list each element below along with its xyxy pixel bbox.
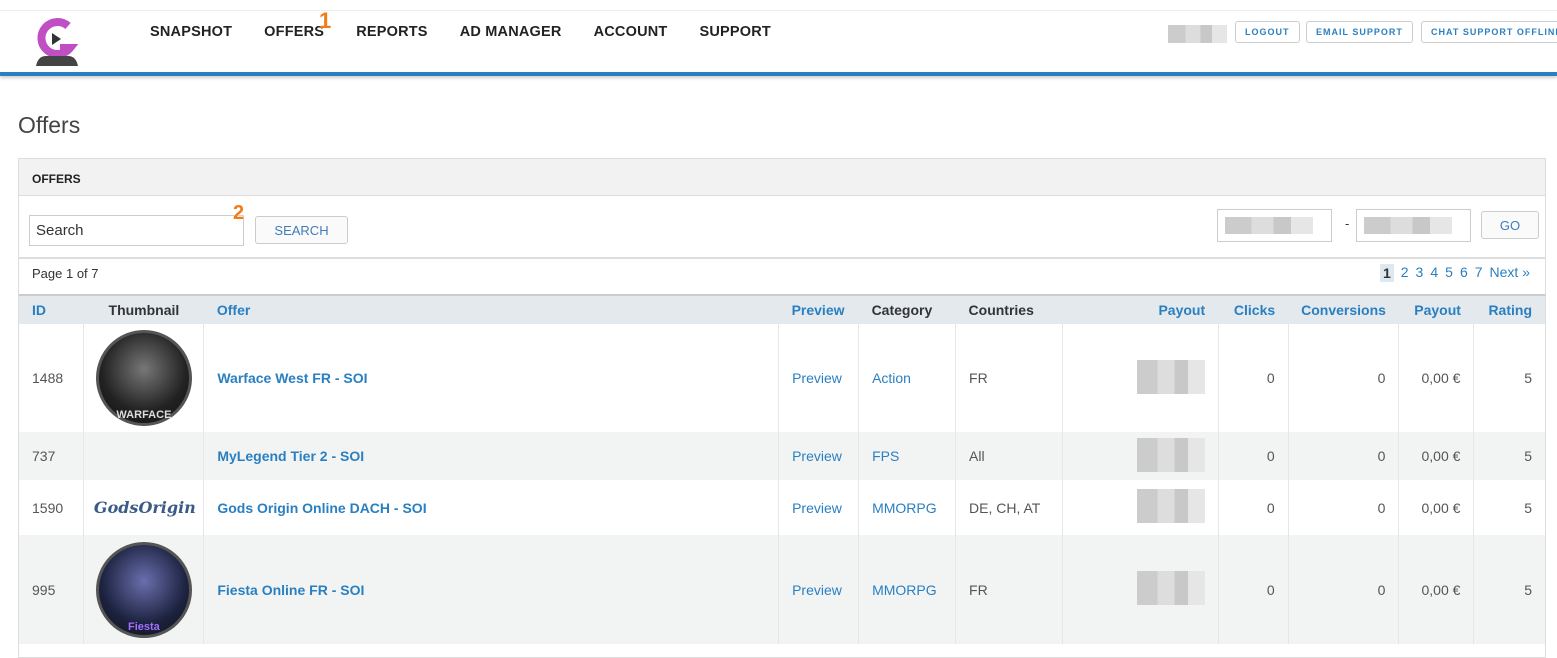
- payout: 0,00 €: [1398, 432, 1475, 480]
- countries: DE, CH, AT: [955, 480, 1063, 535]
- search-input[interactable]: [29, 215, 244, 246]
- category-link[interactable]: MMORPG: [872, 499, 937, 516]
- payout: 0,00 €: [1398, 535, 1475, 644]
- nav-account[interactable]: ACCOUNT: [593, 24, 668, 40]
- rating: 5: [1524, 499, 1532, 516]
- offer-thumbnail: Fiesta: [95, 541, 192, 638]
- page-link-6[interactable]: 6: [1459, 264, 1468, 280]
- nav-reports[interactable]: REPORTS: [356, 24, 428, 40]
- nav-ad-manager[interactable]: AD MANAGER: [459, 24, 562, 40]
- category-link[interactable]: MMORPG: [872, 581, 937, 598]
- username-redacted: [1168, 25, 1227, 43]
- conversions: 0: [1288, 432, 1400, 480]
- table-row: 995 Fiesta Fiesta Online FR - SOI Previe…: [19, 535, 1545, 644]
- column-header-clicks[interactable]: Clicks: [1218, 296, 1289, 324]
- payout-redacted: [1136, 571, 1205, 605]
- preview-link[interactable]: Preview: [792, 499, 842, 516]
- payout-redacted: [1136, 489, 1205, 523]
- offer-link[interactable]: Fiesta Online FR - SOI: [217, 581, 365, 598]
- email-support-button[interactable]: EMAIL SUPPORT: [1306, 21, 1413, 43]
- conversions: 0: [1288, 324, 1400, 432]
- clicks: 0: [1218, 324, 1289, 432]
- rating: 5: [1524, 370, 1532, 386]
- countries: All: [955, 432, 1063, 480]
- offer-thumbnail: GodsOrigin: [93, 497, 196, 517]
- page-link-2[interactable]: 2: [1400, 264, 1409, 280]
- payout: 0,00 €: [1398, 480, 1475, 535]
- next-page-link[interactable]: Next »: [1489, 264, 1530, 280]
- column-header-thumbnail: Thumbnail: [83, 296, 204, 324]
- search-row: 2 SEARCH - GO: [19, 196, 1545, 259]
- column-header-conversions[interactable]: Conversions: [1288, 296, 1399, 324]
- payout-redacted: [1136, 437, 1205, 472]
- header-divider: [0, 72, 1557, 76]
- panel-title: OFFERS: [19, 159, 1545, 196]
- pagination-row: Page 1 of 7 1 2 3 4 5 6 7 Next »: [19, 259, 1545, 296]
- offer-link[interactable]: Warface West FR - SOI: [217, 370, 368, 386]
- end-date-input[interactable]: [1356, 209, 1471, 242]
- column-header-rating[interactable]: Rating: [1473, 296, 1545, 324]
- offer-link[interactable]: Gods Origin Online DACH - SOI: [217, 499, 427, 516]
- clicks: 0: [1218, 480, 1289, 535]
- table-row: 1590 GodsOrigin Gods Origin Online DACH …: [19, 480, 1545, 535]
- offers-table: ID Thumbnail Offer Preview Category Countries…: [19, 296, 1545, 644]
- logo[interactable]: [30, 14, 84, 68]
- countries: FR: [955, 324, 1063, 432]
- pagination: 1 2 3 4 5 6 7 Next »: [1379, 264, 1530, 282]
- countries: FR: [955, 535, 1063, 644]
- top-header: SNAPSHOT OFFERS REPORTS AD MANAGER ACCOUNT SU…: [0, 0, 1557, 73]
- column-header-category: Category: [858, 296, 956, 324]
- table-row: 1488 WARFACE Warface West FR - SOI Previ…: [19, 324, 1545, 432]
- payout: 0,00 €: [1398, 324, 1475, 432]
- offer-id: 1590: [19, 480, 85, 535]
- go-button[interactable]: GO: [1481, 211, 1539, 239]
- column-header-payout[interactable]: Payout: [1062, 296, 1219, 324]
- column-header-payout[interactable]: Payout: [1398, 296, 1474, 324]
- annotation-marker-1: 1: [319, 8, 332, 33]
- search-button[interactable]: SEARCH: [255, 216, 348, 244]
- offer-id: 1488: [19, 324, 85, 432]
- page-link-4[interactable]: 4: [1430, 264, 1439, 280]
- column-header-id[interactable]: ID: [19, 296, 84, 324]
- preview-link[interactable]: Preview: [792, 448, 842, 464]
- page-link-5[interactable]: 5: [1445, 264, 1453, 280]
- table-row: 737 MyLegend Tier 2 - SOI Preview FPS Al…: [19, 432, 1545, 480]
- offer-id: 737: [19, 432, 85, 480]
- column-header-preview[interactable]: Preview: [778, 296, 859, 324]
- clicks: 0: [1218, 432, 1289, 480]
- nav-snapshot[interactable]: SNAPSHOT: [150, 24, 233, 40]
- nav-offers[interactable]: OFFERS: [264, 24, 325, 40]
- category-link[interactable]: Action: [872, 370, 911, 386]
- page-link-3[interactable]: 3: [1415, 264, 1424, 280]
- payout-redacted: [1136, 359, 1205, 394]
- chat-support-button[interactable]: CHAT SUPPORT OFFLINE: [1421, 21, 1557, 43]
- conversions: 0: [1288, 535, 1400, 644]
- conversions: 0: [1288, 480, 1400, 535]
- date-separator: -: [1345, 216, 1350, 231]
- offers-panel: OFFERS 2 SEARCH - GO Page 1 of 7 1234567…: [18, 158, 1546, 658]
- column-header-offer[interactable]: Offer: [203, 296, 779, 324]
- column-header-countries: Countries: [955, 296, 1063, 324]
- page-link-7[interactable]: 7: [1474, 264, 1483, 280]
- page-summary: Page 1 of 7: [32, 266, 99, 281]
- annotation-marker-2: 2: [233, 202, 245, 224]
- preview-link[interactable]: Preview: [792, 370, 842, 386]
- offer-id: 995: [19, 535, 85, 644]
- preview-link[interactable]: Preview: [792, 581, 842, 598]
- page-title: Offers: [18, 112, 81, 138]
- category-link[interactable]: FPS: [872, 448, 900, 464]
- rating: 5: [1473, 432, 1545, 480]
- start-date-input[interactable]: [1217, 209, 1332, 242]
- logout-button[interactable]: LOGOUT: [1235, 21, 1300, 43]
- clicks: 0: [1218, 535, 1289, 644]
- main-nav: SNAPSHOT OFFERS REPORTS AD MANAGER ACCOUNT SU…: [150, 24, 803, 40]
- nav-support[interactable]: SUPPORT: [699, 24, 771, 40]
- offer-link[interactable]: MyLegend Tier 2 - SOI: [217, 448, 365, 464]
- offer-thumbnail: WARFACE: [95, 330, 192, 426]
- rating: 5: [1473, 535, 1545, 644]
- page-link-1[interactable]: 1: [1379, 264, 1394, 282]
